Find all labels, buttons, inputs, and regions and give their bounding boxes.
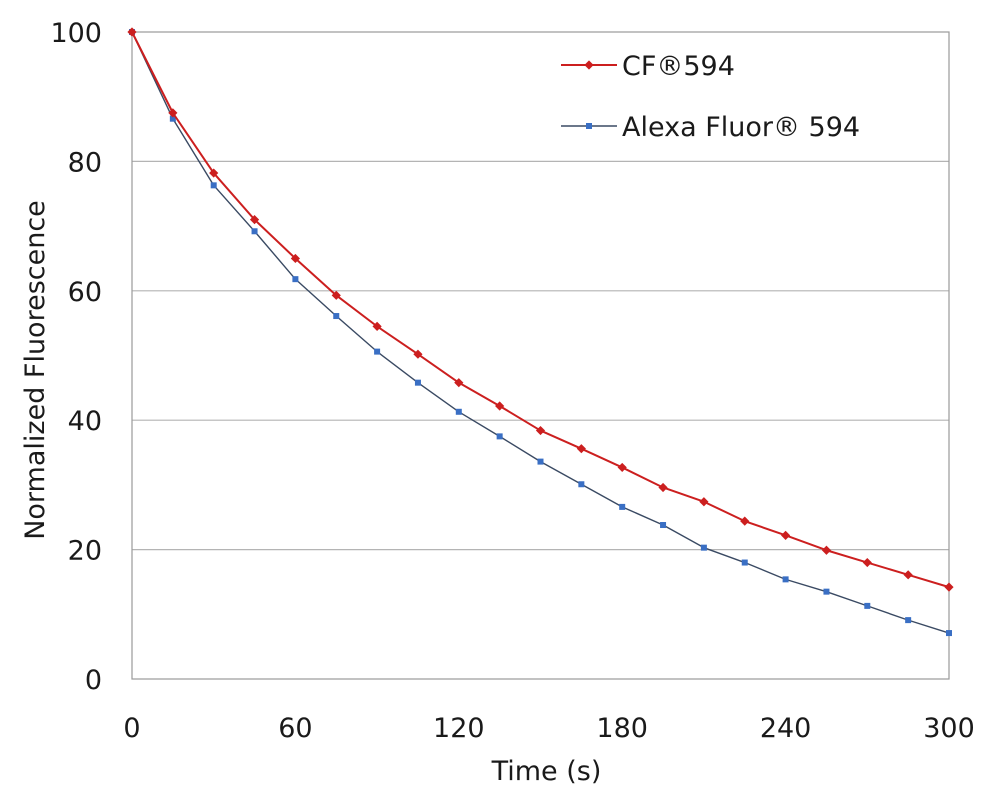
data-point [905,617,912,624]
data-point [413,349,423,359]
x-tick-label: 240 [760,713,812,744]
data-point [168,108,178,118]
data-point [127,27,137,37]
data-point [251,228,258,235]
data-point [535,425,546,436]
data-point [414,379,421,386]
y-tick-label: 80 [68,147,102,178]
legend-item-alexa-fluor-594: Alexa Fluor® 594 [561,112,860,143]
data-point [455,408,462,415]
data-point [740,516,750,526]
data-point [496,433,503,440]
x-tick-label: 0 [123,713,140,744]
data-point [249,215,260,225]
y-axis-title: Normalized Fluorescence [20,200,51,540]
data-point [821,545,832,555]
data-point [781,530,791,540]
data-point [619,503,626,510]
x-tick-label: 60 [278,713,312,744]
y-axis-tick-labels: 0 20 40 60 80 100 [50,18,102,696]
legend-swatch-marker [586,123,592,129]
data-point [903,570,913,580]
data-point [454,378,464,388]
data-point [209,168,219,178]
data-point [290,253,300,264]
data-point [331,290,341,300]
data-point [210,182,217,189]
x-tick-label: 300 [923,713,975,744]
x-tick-label: 180 [596,713,648,744]
data-point [372,321,382,331]
y-tick-label: 0 [85,665,102,696]
y-tick-label: 60 [68,277,102,308]
legend-item-cf594: CF®594 [561,51,735,82]
grid-layer [132,160,949,551]
data-point [823,588,830,595]
data-point [292,276,299,283]
y-tick-label: 100 [50,18,102,49]
data-point [660,522,667,529]
data-point [578,481,585,488]
data-point [862,557,872,568]
legend: CF®594 Alexa Fluor® 594 [561,51,860,143]
data-point [617,462,627,473]
data-point [944,582,954,592]
x-axis-tick-labels: 0 60 120 180 240 300 [123,713,974,744]
data-point [946,630,952,637]
legend-label: CF®594 [622,51,735,82]
data-point [741,559,748,566]
x-tick-label: 120 [433,713,485,744]
legend-swatch-marker [584,60,594,70]
legend-label: Alexa Fluor® 594 [622,112,860,143]
data-point [699,497,709,507]
data-point [782,576,789,583]
series-cf594 [127,27,954,592]
data-point [374,348,381,355]
data-point [495,401,505,411]
data-point [333,313,340,320]
data-point [700,544,707,551]
x-axis-title: Time (s) [491,756,602,787]
plot-area-border [131,31,950,680]
data-point [169,115,176,122]
series-alexa-fluor-594 [129,29,952,637]
data-point [864,602,871,609]
y-tick-label: 20 [68,536,102,567]
data-point [576,444,586,454]
y-tick-label: 40 [68,406,102,437]
data-point [537,458,544,465]
series-layer [127,27,954,637]
data-point [658,482,668,493]
